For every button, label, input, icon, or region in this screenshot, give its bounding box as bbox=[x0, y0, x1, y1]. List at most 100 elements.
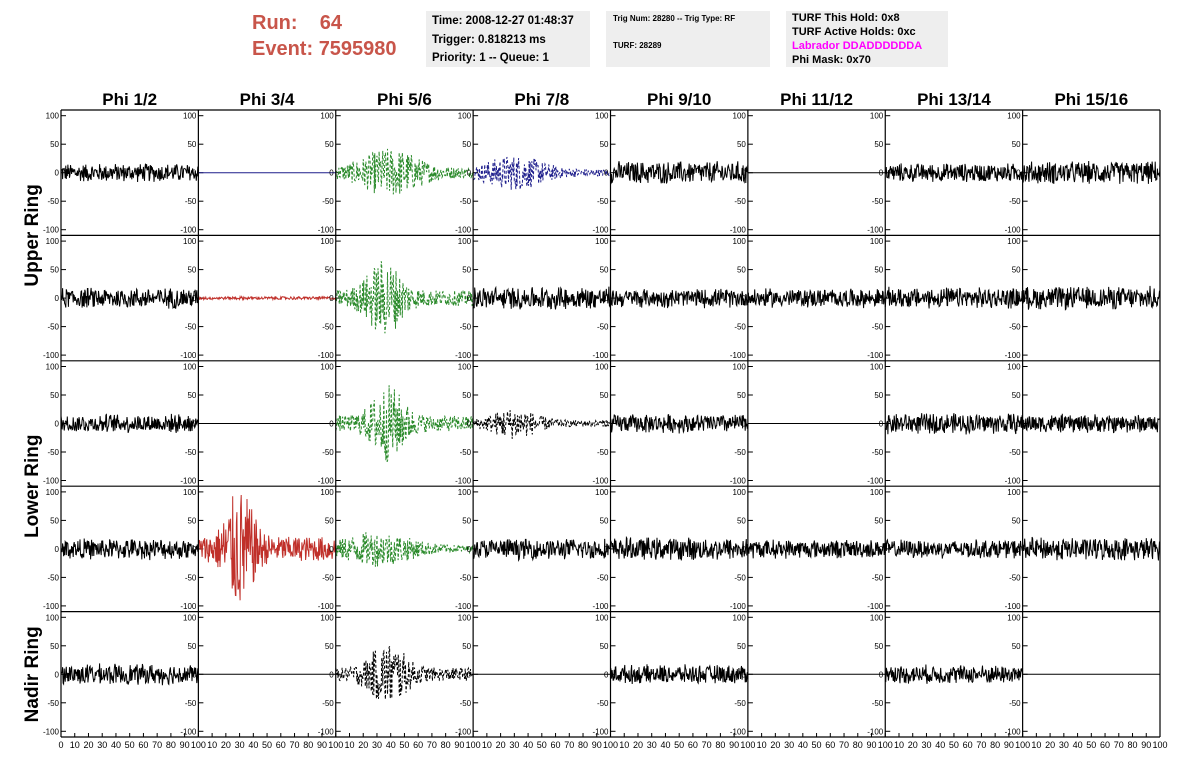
y-tick-label: 0 bbox=[467, 420, 472, 429]
y-tick-label: 50 bbox=[462, 391, 471, 400]
turf-num-text: TURF: 28289 bbox=[613, 41, 662, 50]
x-tick-label: 70 bbox=[976, 740, 986, 750]
y-tick-label: 50 bbox=[187, 266, 196, 275]
y-tick-label: -100 bbox=[730, 351, 747, 360]
run-label: Run: bbox=[252, 12, 298, 34]
x-tick-label: 20 bbox=[496, 740, 506, 750]
y-tick-label: -100 bbox=[455, 477, 472, 486]
y-tick-label: 50 bbox=[462, 266, 471, 275]
waveform-r5-c1 bbox=[60, 663, 199, 686]
priority-text: Priority: 1 -- Queue: 1 bbox=[432, 52, 549, 64]
x-tick-label: 10 bbox=[207, 740, 217, 750]
x-tick-label: 90 bbox=[1141, 740, 1151, 750]
y-tick-label: -100 bbox=[592, 226, 609, 235]
y-tick-label: 100 bbox=[46, 613, 60, 622]
y-tick-label: 50 bbox=[600, 391, 609, 400]
y-tick-label: 100 bbox=[458, 237, 472, 246]
x-tick-label: 30 bbox=[784, 740, 794, 750]
x-tick-label: 30 bbox=[1059, 740, 1069, 750]
y-tick-label: 0 bbox=[55, 545, 60, 554]
ring-label-1: Upper Ring bbox=[22, 184, 43, 286]
y-tick-label: -50 bbox=[597, 197, 609, 206]
y-tick-label: -50 bbox=[47, 573, 59, 582]
event-value: 7595980 bbox=[318, 38, 397, 60]
y-tick-label: 100 bbox=[46, 363, 60, 372]
y-tick-label: -50 bbox=[1009, 573, 1021, 582]
waveform-r1-c8 bbox=[1022, 160, 1161, 184]
x-tick-label: 40 bbox=[386, 740, 396, 750]
x-tick-label: 80 bbox=[303, 740, 313, 750]
waveform-r2-c1 bbox=[60, 287, 199, 310]
trigger-info-box: Trig Num: 28280 -- Trig Type: RF TURF: 2… bbox=[606, 11, 770, 67]
waveform-r1-c7 bbox=[884, 163, 1024, 183]
y-tick-label: -100 bbox=[730, 226, 747, 235]
y-tick-label: 100 bbox=[46, 237, 60, 246]
y-tick-label: 50 bbox=[1012, 391, 1021, 400]
y-tick-label: 0 bbox=[604, 169, 609, 178]
y-tick-label: -50 bbox=[734, 573, 746, 582]
y-tick-label: -50 bbox=[47, 197, 59, 206]
y-tick-label: -100 bbox=[180, 727, 197, 736]
y-tick-label: -100 bbox=[730, 727, 747, 736]
y-tick-label: 0 bbox=[741, 294, 746, 303]
y-tick-label: 50 bbox=[600, 642, 609, 651]
y-tick-label: 50 bbox=[737, 391, 746, 400]
y-tick-label: -100 bbox=[1005, 226, 1022, 235]
event-row: Event: 7595980 bbox=[252, 36, 397, 62]
y-tick-label: 100 bbox=[595, 112, 609, 121]
y-tick-label: 50 bbox=[737, 266, 746, 275]
y-tick-label: -100 bbox=[318, 602, 335, 611]
y-tick-label: -100 bbox=[1005, 602, 1022, 611]
y-tick-label: 50 bbox=[1012, 140, 1021, 149]
y-tick-label: -50 bbox=[322, 448, 334, 457]
y-tick-label: 100 bbox=[183, 488, 197, 497]
x-tick-label: 40 bbox=[1073, 740, 1083, 750]
y-tick-label: 0 bbox=[604, 545, 609, 554]
y-tick-label: -50 bbox=[872, 197, 884, 206]
waveform-r2-c2 bbox=[197, 294, 337, 302]
y-tick-label: 50 bbox=[874, 391, 883, 400]
y-tick-label: 0 bbox=[329, 545, 334, 554]
x-tick-label: 10 bbox=[1031, 740, 1041, 750]
y-tick-label: -100 bbox=[43, 602, 60, 611]
y-tick-label: -100 bbox=[867, 602, 884, 611]
x-tick-label: 60 bbox=[413, 740, 423, 750]
y-tick-label: -50 bbox=[460, 448, 472, 457]
y-tick-label: 0 bbox=[467, 169, 472, 178]
waveform-r3-c8 bbox=[1022, 413, 1161, 434]
y-tick-label: 100 bbox=[458, 363, 472, 372]
y-tick-label: -100 bbox=[1005, 727, 1022, 736]
x-tick-label: 50 bbox=[812, 740, 822, 750]
waveform-r2-c6 bbox=[747, 288, 886, 309]
y-tick-label: -100 bbox=[867, 477, 884, 486]
y-tick-label: 100 bbox=[870, 613, 884, 622]
x-tick-label: 100 bbox=[1152, 740, 1167, 750]
x-tick-label: 80 bbox=[990, 740, 1000, 750]
x-tick-label: 100 bbox=[878, 740, 893, 750]
ring-label-3: Nadir Ring bbox=[22, 626, 43, 722]
y-tick-label: 0 bbox=[604, 670, 609, 679]
x-tick-label: 100 bbox=[328, 740, 343, 750]
y-tick-label: 50 bbox=[874, 516, 883, 525]
x-tick-label: 30 bbox=[97, 740, 107, 750]
x-tick-label: 30 bbox=[235, 740, 245, 750]
waveform-r2-c3 bbox=[335, 261, 474, 334]
y-tick-label: 100 bbox=[733, 488, 747, 497]
x-tick-label: 60 bbox=[551, 740, 561, 750]
y-tick-label: 100 bbox=[595, 363, 609, 372]
waveform-r4-c5 bbox=[610, 535, 749, 561]
y-tick-label: 50 bbox=[874, 266, 883, 275]
x-tick-label: 40 bbox=[660, 740, 670, 750]
waveform-r1-c1 bbox=[60, 163, 199, 183]
y-tick-label: -50 bbox=[734, 197, 746, 206]
y-tick-label: -50 bbox=[734, 448, 746, 457]
x-tick-label: 70 bbox=[152, 740, 162, 750]
x-tick-label: 70 bbox=[290, 740, 300, 750]
y-tick-label: 100 bbox=[458, 613, 472, 622]
x-tick-label: 90 bbox=[729, 740, 739, 750]
y-tick-label: 100 bbox=[595, 237, 609, 246]
x-tick-label: 10 bbox=[757, 740, 767, 750]
y-tick-label: 100 bbox=[320, 112, 334, 121]
y-tick-label: -100 bbox=[43, 727, 60, 736]
y-tick-label: 100 bbox=[870, 237, 884, 246]
